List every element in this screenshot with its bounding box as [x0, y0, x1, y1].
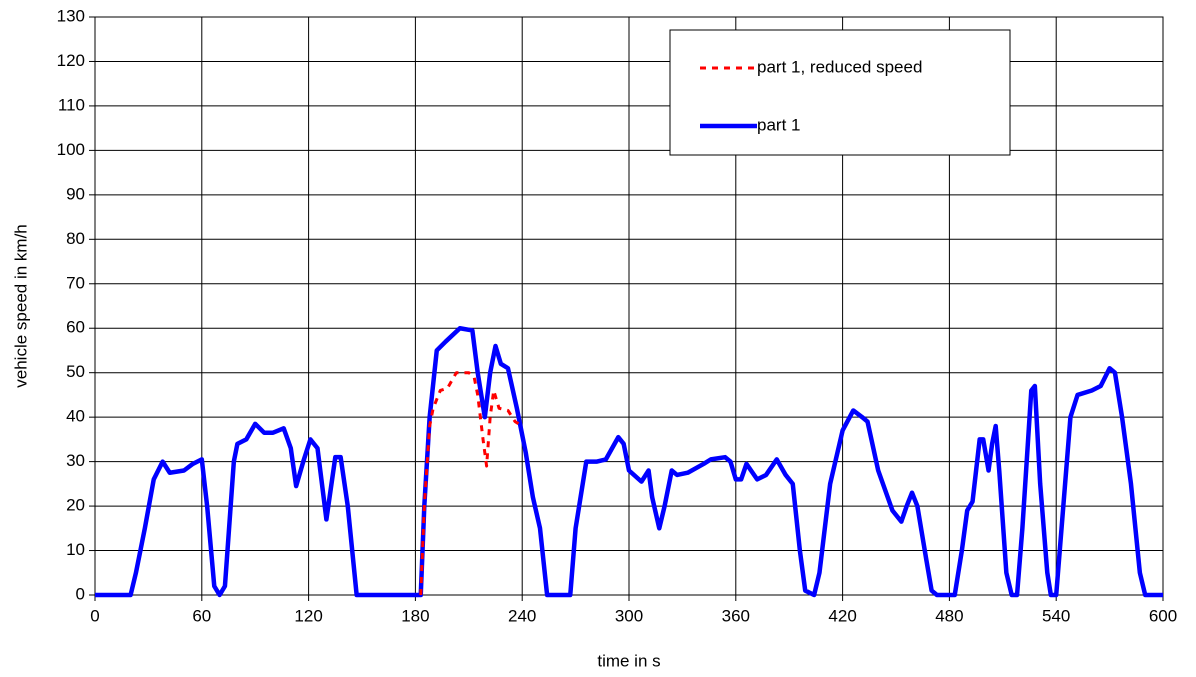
legend-label: part 1, reduced speed — [757, 57, 922, 76]
data-line — [95, 325, 1163, 598]
x-tick-label: 60 — [192, 606, 211, 625]
x-axis-label: time in s — [597, 651, 660, 670]
x-tick-label: 540 — [1042, 606, 1070, 625]
y-tick-label: 80 — [66, 229, 85, 248]
x-tick-label: 420 — [828, 606, 856, 625]
legend: part 1, reduced speed part 1 — [669, 29, 1011, 156]
y-tick-label: 30 — [66, 451, 85, 470]
data-line — [419, 371, 523, 596]
y-tick-label: 70 — [66, 273, 85, 292]
legend-label: part 1 — [757, 115, 800, 134]
y-tick-label: 100 — [57, 140, 85, 159]
x-tick-label: 360 — [722, 606, 750, 625]
y-tick-label: 90 — [66, 184, 85, 203]
y-tick-label: 60 — [66, 318, 85, 337]
y-tick-label: 20 — [66, 496, 85, 515]
x-tick-label: 0 — [90, 606, 99, 625]
x-tick-label: 180 — [401, 606, 429, 625]
x-tick-label: 480 — [935, 606, 963, 625]
plot-frame — [94, 16, 1164, 596]
y-tick-label: 40 — [66, 407, 85, 426]
y-tick-label: 0 — [76, 584, 85, 603]
x-tick-label: 600 — [1149, 606, 1177, 625]
y-tick-label: 130 — [57, 6, 85, 25]
y-axis-label: vehicle speed in km/h — [11, 224, 30, 387]
x-tick-label: 240 — [508, 606, 536, 625]
y-tick-label: 110 — [58, 95, 85, 114]
x-tick-label: 300 — [615, 606, 643, 625]
y-tick-label: 10 — [66, 540, 85, 559]
legend-box — [669, 29, 1011, 156]
x-tick-label: 120 — [294, 606, 322, 625]
y-tick-label: 50 — [66, 362, 85, 381]
y-tick-label: 120 — [57, 51, 85, 70]
